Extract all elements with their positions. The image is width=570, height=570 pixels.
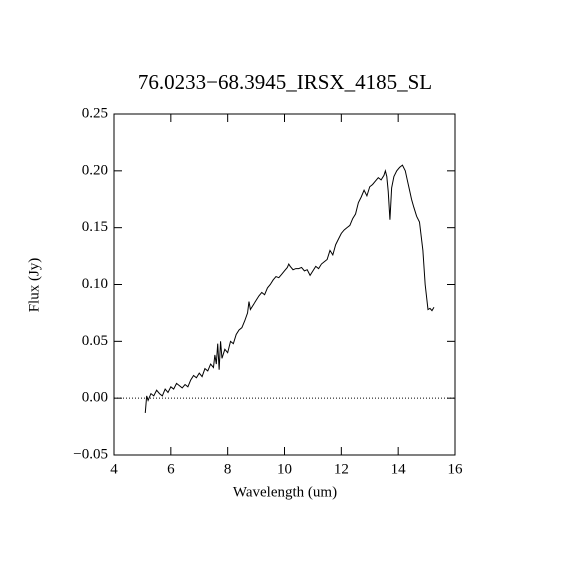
y-tick-label: 0.05	[82, 333, 108, 349]
x-tick-label: 12	[334, 461, 349, 477]
x-tick-label: 8	[224, 461, 232, 477]
x-tick-label: 4	[110, 461, 118, 477]
chart-title: 76.0233−68.3945_IRSX_4185_SL	[138, 70, 432, 94]
x-tick-label: 10	[277, 461, 292, 477]
spectrum-line	[144, 164, 435, 413]
y-tick-label: 0.10	[82, 276, 108, 292]
y-axis-label: Flux (Jy)	[26, 258, 42, 313]
x-axis-label: Wavelength (um)	[233, 484, 337, 500]
y-tick-label: −0.05	[73, 446, 108, 462]
x-tick-label: 14	[391, 461, 407, 477]
x-tick-label: 6	[167, 461, 175, 477]
y-tick-label: 0.25	[82, 105, 108, 121]
x-tick-label: 16	[448, 461, 464, 477]
y-tick-label: 0.00	[82, 390, 108, 406]
y-tick-label: 0.15	[82, 219, 108, 235]
y-tick-label: 0.20	[82, 162, 108, 178]
